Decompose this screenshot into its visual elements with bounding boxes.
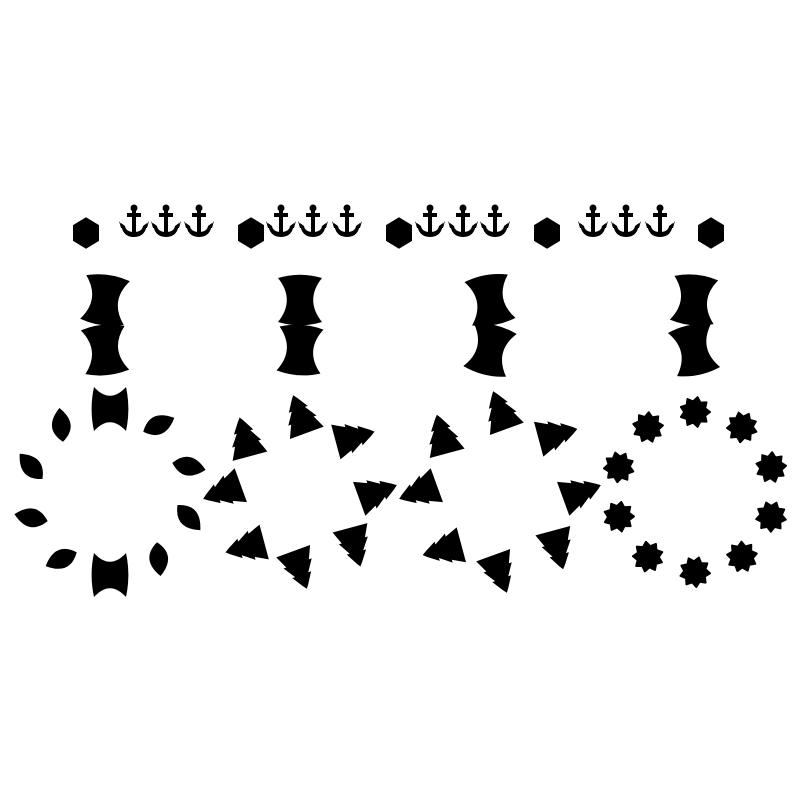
pattern-canvas bbox=[0, 0, 800, 800]
